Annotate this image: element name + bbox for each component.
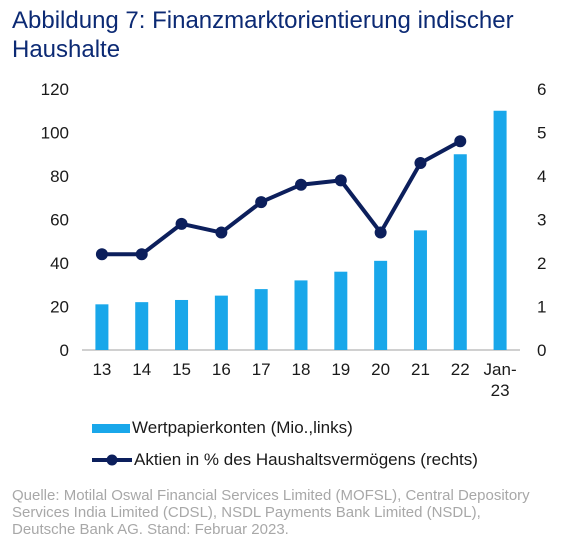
- y-right-tick-label: 1: [537, 298, 546, 317]
- y-right-tick-label: 5: [537, 124, 546, 143]
- line-point: [215, 226, 228, 239]
- y-left-tick-label: 20: [50, 298, 69, 317]
- bar: [95, 304, 109, 350]
- line-point: [414, 156, 427, 169]
- y-left-tick-label: 0: [60, 341, 69, 360]
- y-axis-right: 0 1 2 3 4 5 6: [537, 80, 546, 360]
- y-right-tick-label: 3: [537, 211, 546, 230]
- bar: [493, 110, 507, 350]
- x-tick-label: 15: [172, 360, 191, 379]
- source-note: Quelle: Motilal Oswal Financial Services…: [12, 487, 530, 538]
- legend-bar-label: Wertpapierkonten (Mio.,links): [132, 418, 353, 437]
- line-point: [454, 135, 467, 148]
- y-left-tick-label: 100: [41, 124, 69, 143]
- bar: [374, 260, 388, 350]
- bar: [175, 299, 189, 350]
- bar: [413, 230, 427, 350]
- y-left-tick-label: 80: [50, 167, 69, 186]
- line-point: [295, 178, 307, 191]
- line-series: [95, 135, 467, 261]
- y-axis-left: 0 20 40 60 80 100 120: [41, 80, 69, 360]
- bar: [254, 289, 268, 350]
- legend-item-bars: Wertpapierkonten (Mio.,links): [92, 418, 353, 438]
- line-point: [374, 226, 387, 239]
- line-point: [334, 174, 347, 187]
- line-point: [255, 196, 268, 209]
- y-right-tick-label: 0: [537, 341, 546, 360]
- legend-line-swatch: [92, 454, 132, 466]
- x-tick-label: 18: [292, 360, 311, 379]
- line-point: [135, 248, 148, 261]
- y-left-tick-label: 120: [41, 80, 69, 99]
- chart-title: Abbildung 7: Finanzmarktorientierung ind…: [12, 7, 514, 63]
- x-tick-label: 21: [411, 360, 430, 379]
- bar: [135, 302, 149, 350]
- y-left-tick-label: 40: [50, 254, 69, 273]
- bar: [294, 280, 308, 350]
- x-tick-label: 19: [331, 360, 350, 379]
- bar: [334, 271, 348, 350]
- bar: [453, 154, 467, 350]
- x-tick-label: 22: [451, 360, 470, 379]
- x-tick-label: 16: [212, 360, 231, 379]
- x-tick-label: 20: [371, 360, 390, 379]
- bar: [214, 295, 228, 350]
- bar-series: [95, 110, 507, 350]
- x-tick-label: 13: [92, 360, 111, 379]
- y-right-tick-label: 2: [537, 254, 546, 273]
- y-left-tick-label: 60: [50, 211, 69, 230]
- legend-bar-swatch: [92, 423, 130, 433]
- line-path: [101, 139, 462, 257]
- line-point: [175, 217, 188, 230]
- y-right-tick-label: 6: [537, 80, 546, 99]
- y-right-tick-label: 4: [537, 167, 546, 186]
- x-axis: 13 14 15 16 17 18 19 20 21 22 Jan-23: [92, 360, 516, 400]
- x-tick-label: 17: [252, 360, 271, 379]
- legend-item-line: Aktien in % des Haushaltsvermögens (rech…: [92, 450, 478, 470]
- legend-line-label: Aktien in % des Haushaltsvermögens (rech…: [134, 450, 478, 469]
- x-tick-label: Jan-23: [484, 360, 517, 400]
- line-point: [95, 248, 108, 261]
- x-tick-label: 14: [132, 360, 151, 379]
